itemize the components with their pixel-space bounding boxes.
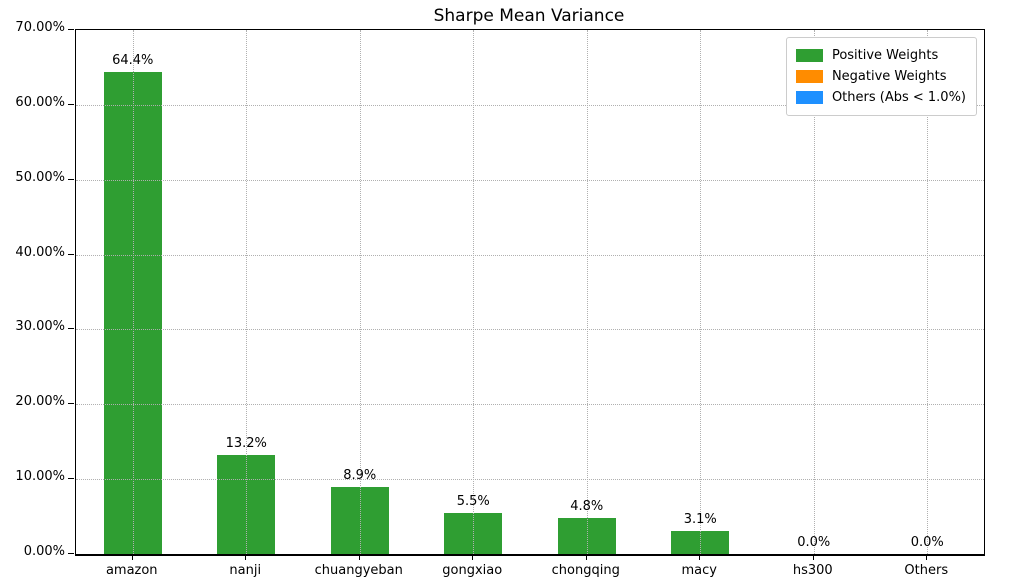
y-tick-label: 0.00% <box>23 544 65 559</box>
legend-item-label: Negative Weights <box>831 69 947 84</box>
y-tick-label: 20.00% <box>15 394 65 410</box>
x-tick-mark <box>585 555 587 560</box>
x-tick-mark <box>358 555 360 560</box>
gridline-h <box>76 254 984 256</box>
gridline-h <box>76 179 984 181</box>
gridline-v <box>246 30 248 554</box>
gridline-v <box>813 30 815 554</box>
y-tick-mark <box>68 553 74 554</box>
plot-area: 64.4% 13.2% 8.9% 5.5% 4.8% 3.1% 0.0% 0.0% Positi… <box>75 29 985 556</box>
bar-value-label: 0.0% <box>910 535 944 550</box>
x-tick-label-macy: macy <box>681 563 717 578</box>
x-tick-label-chongqing: chongqing <box>551 563 620 578</box>
x-tick-label-hs300: hs300 <box>792 563 833 578</box>
gridline-v <box>359 30 361 554</box>
gridline-h <box>76 479 984 481</box>
legend-item-label: Others (Abs < 1.0%) <box>831 90 966 105</box>
x-tick-mark <box>472 555 474 560</box>
x-tick-mark <box>245 555 247 560</box>
x-tick-label-amazon: amazon <box>105 563 158 578</box>
x-tick-label-gongxiao: gongxiao <box>442 563 503 578</box>
legend-item: Others (Abs < 1.0%) <box>795 87 966 108</box>
bar-value-label: 0.0% <box>797 535 831 550</box>
legend-item-label: Positive Weights <box>831 48 939 63</box>
y-tick-label: 70.00% <box>15 20 65 35</box>
x-tick-label-chuangyeban: chuangyeban <box>314 563 403 578</box>
x-tick-label-Others: Others <box>904 563 949 578</box>
y-tick-mark <box>68 478 74 480</box>
bar-value-label: 64.4% <box>112 52 154 68</box>
y-tick-mark <box>68 103 74 105</box>
y-tick-label: 50.00% <box>15 169 65 185</box>
y-tick-mark <box>68 253 74 255</box>
legend: Positive Weights Negative Weights Others (… <box>785 37 977 116</box>
y-tick-mark <box>68 403 74 405</box>
gridline-v <box>132 30 134 554</box>
legend-item: Positive Weights <box>795 45 966 66</box>
gridline-h <box>76 104 984 106</box>
y-tick-label: 40.00% <box>15 244 65 260</box>
gridline-v <box>586 30 588 554</box>
bar-value-label: 13.2% <box>225 436 267 452</box>
legend-swatch-icon <box>795 70 823 83</box>
bar-value-label: 8.9% <box>343 468 377 484</box>
gridline-v <box>700 30 702 554</box>
gridline-v <box>473 30 475 554</box>
y-tick-mark <box>68 178 74 180</box>
bar-value-label: 3.1% <box>683 511 717 527</box>
gridline-h <box>76 404 984 406</box>
y-tick-label: 60.00% <box>15 94 65 110</box>
legend-swatch-icon <box>795 91 823 104</box>
x-tick-mark <box>131 555 133 560</box>
legend-item: Negative Weights <box>795 66 966 87</box>
x-tick-mark <box>812 555 814 560</box>
y-tick-mark <box>68 328 74 330</box>
x-tick-mark <box>699 555 701 560</box>
chart-title: Sharpe Mean Variance <box>433 6 625 26</box>
x-tick-label-nanji: nanji <box>229 563 262 578</box>
y-tick-label: 10.00% <box>15 469 65 485</box>
bar-value-label: 5.5% <box>456 493 490 509</box>
x-tick-mark <box>926 555 928 560</box>
legend-swatch-icon <box>795 49 823 62</box>
y-tick-mark <box>68 29 74 30</box>
bar-value-label: 4.8% <box>570 499 604 515</box>
y-tick-label: 30.00% <box>15 319 65 335</box>
gridline-v <box>927 30 929 554</box>
gridline-h <box>76 329 984 331</box>
